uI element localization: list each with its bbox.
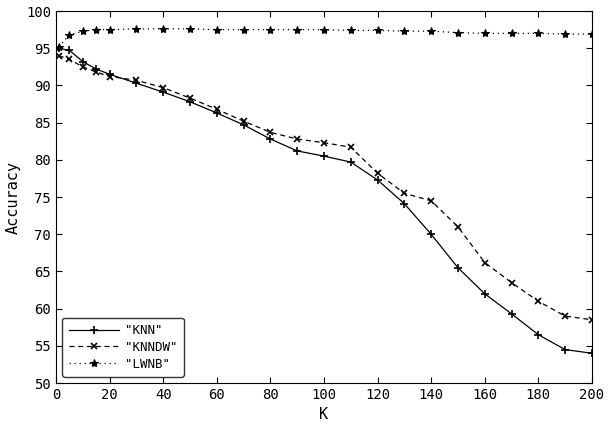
"KNNDW" bbox=[160, 85, 167, 90]
Line: "KNNDW": "KNNDW" bbox=[56, 52, 595, 323]
"KNNDW" bbox=[187, 95, 194, 101]
"KNN" bbox=[66, 48, 73, 53]
"LWNB" bbox=[93, 27, 100, 32]
"LWNB" bbox=[481, 31, 489, 36]
Y-axis label: Accuracy: Accuracy bbox=[5, 160, 21, 234]
"LWNB" bbox=[347, 28, 354, 33]
"KNN" bbox=[93, 66, 100, 71]
"KNN" bbox=[534, 332, 542, 337]
"LWNB" bbox=[561, 32, 569, 37]
X-axis label: K: K bbox=[320, 407, 329, 422]
"KNN" bbox=[213, 110, 220, 116]
Legend: "KNN", "KNNDW", "LWNB": "KNN", "KNNDW", "LWNB" bbox=[62, 318, 184, 377]
"LWNB" bbox=[160, 27, 167, 32]
"KNNDW" bbox=[561, 313, 569, 318]
"KNN" bbox=[401, 201, 408, 206]
"LWNB" bbox=[267, 27, 274, 32]
"LWNB" bbox=[187, 27, 194, 32]
"LWNB" bbox=[534, 31, 542, 36]
"LWNB" bbox=[213, 27, 220, 32]
"KNNDW" bbox=[454, 224, 462, 229]
"KNN" bbox=[293, 149, 301, 154]
"KNN" bbox=[320, 154, 328, 159]
"KNNDW" bbox=[267, 130, 274, 135]
"LWNB" bbox=[66, 32, 73, 37]
"LWNB" bbox=[55, 44, 62, 49]
"KNN" bbox=[267, 137, 274, 142]
"KNN" bbox=[187, 99, 194, 104]
"LWNB" bbox=[454, 30, 462, 35]
"KNNDW" bbox=[66, 57, 73, 62]
"KNNDW" bbox=[93, 69, 100, 74]
"LWNB" bbox=[588, 32, 595, 37]
"KNNDW" bbox=[428, 198, 435, 203]
"KNN" bbox=[428, 232, 435, 237]
"KNN" bbox=[160, 89, 167, 95]
"KNNDW" bbox=[133, 77, 140, 83]
"LWNB" bbox=[401, 29, 408, 34]
"KNN" bbox=[374, 177, 381, 182]
"KNN" bbox=[133, 80, 140, 86]
"KNN" bbox=[454, 265, 462, 270]
"KNNDW" bbox=[508, 280, 515, 285]
"KNNDW" bbox=[79, 64, 87, 69]
"LWNB" bbox=[508, 31, 515, 36]
"KNNDW" bbox=[374, 171, 381, 176]
Line: "LWNB": "LWNB" bbox=[55, 25, 596, 51]
"LWNB" bbox=[133, 27, 140, 32]
"KNN" bbox=[561, 347, 569, 352]
"KNN" bbox=[55, 46, 62, 51]
"LWNB" bbox=[293, 27, 301, 32]
"KNN" bbox=[347, 160, 354, 165]
"KNNDW" bbox=[55, 53, 62, 58]
"KNN" bbox=[588, 351, 595, 356]
"KNNDW" bbox=[106, 74, 113, 79]
"KNNDW" bbox=[320, 140, 328, 145]
"LWNB" bbox=[374, 28, 381, 33]
"LWNB" bbox=[106, 27, 113, 32]
"KNNDW" bbox=[240, 119, 247, 124]
"KNNDW" bbox=[293, 137, 301, 142]
"KNN" bbox=[240, 122, 247, 128]
"KNNDW" bbox=[401, 191, 408, 196]
"KNNDW" bbox=[481, 260, 489, 265]
"KNN" bbox=[508, 311, 515, 316]
Line: "KNN": "KNN" bbox=[55, 44, 596, 357]
"KNN" bbox=[481, 291, 489, 296]
"LWNB" bbox=[428, 29, 435, 34]
"KNNDW" bbox=[213, 107, 220, 112]
"LWNB" bbox=[320, 27, 328, 32]
"KNNDW" bbox=[347, 145, 354, 150]
"LWNB" bbox=[79, 29, 87, 34]
"KNNDW" bbox=[588, 317, 595, 322]
"KNN" bbox=[79, 59, 87, 64]
"KNN" bbox=[106, 72, 113, 77]
"KNNDW" bbox=[534, 299, 542, 304]
"LWNB" bbox=[240, 27, 247, 32]
